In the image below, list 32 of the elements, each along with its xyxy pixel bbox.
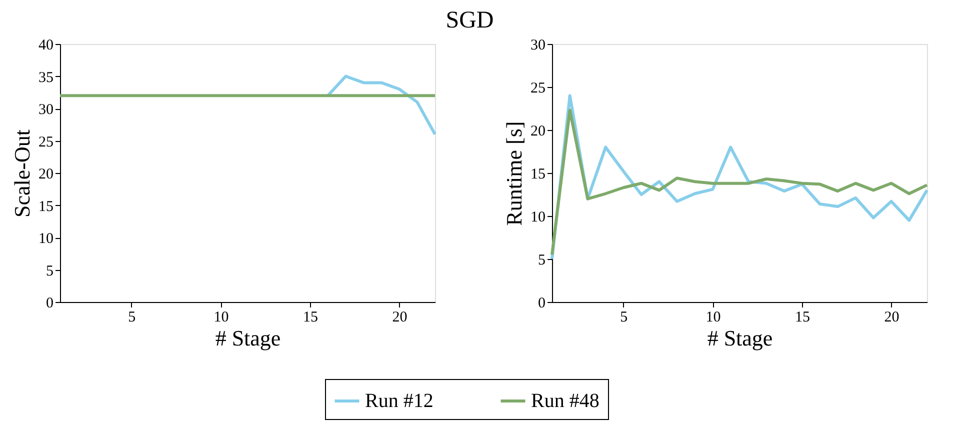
y-tick-label: 5 bbox=[46, 263, 54, 280]
chart-title: SGD bbox=[446, 8, 494, 34]
legend-label: Run #48 bbox=[531, 390, 600, 412]
legend-label: Run #12 bbox=[365, 390, 434, 412]
x-axis-title: # Stage bbox=[215, 326, 281, 350]
line-series bbox=[326, 74, 436, 136]
y-tick-label: 25 bbox=[530, 80, 546, 96]
x-tick-label: 20 bbox=[392, 310, 408, 326]
y-axis-title: Scale-Out bbox=[10, 130, 34, 218]
x-tick-label: 10 bbox=[214, 310, 229, 326]
y-tick-label: 30 bbox=[38, 102, 54, 118]
y-tick-label: 15 bbox=[530, 166, 546, 182]
y-tick-label: 20 bbox=[530, 124, 546, 140]
y-tick-label: 5 bbox=[538, 252, 546, 268]
y-tick-label: 15 bbox=[38, 198, 54, 215]
y-tick-label: 35 bbox=[38, 70, 54, 86]
y-tick-label: 25 bbox=[38, 134, 54, 150]
y-tick-label: 0 bbox=[46, 296, 54, 312]
x-tick-label: 15 bbox=[795, 310, 810, 326]
y-tick-label: 10 bbox=[38, 231, 54, 247]
x-tick-label: 10 bbox=[706, 310, 721, 326]
y-tick-label: 30 bbox=[530, 38, 546, 54]
y-tick-label: 40 bbox=[38, 38, 54, 54]
x-tick-label: 20 bbox=[884, 310, 900, 326]
x-tick-label: 5 bbox=[128, 310, 136, 326]
y-tick-label: 20 bbox=[38, 166, 54, 182]
x-axis-title: # Stage bbox=[707, 326, 773, 350]
y-tick-label: 10 bbox=[530, 210, 546, 226]
x-tick-label: 5 bbox=[620, 310, 628, 326]
x-tick-label: 15 bbox=[303, 310, 318, 326]
y-axis-title: Runtime [s] bbox=[502, 121, 526, 226]
y-tick-label: 0 bbox=[538, 296, 546, 312]
